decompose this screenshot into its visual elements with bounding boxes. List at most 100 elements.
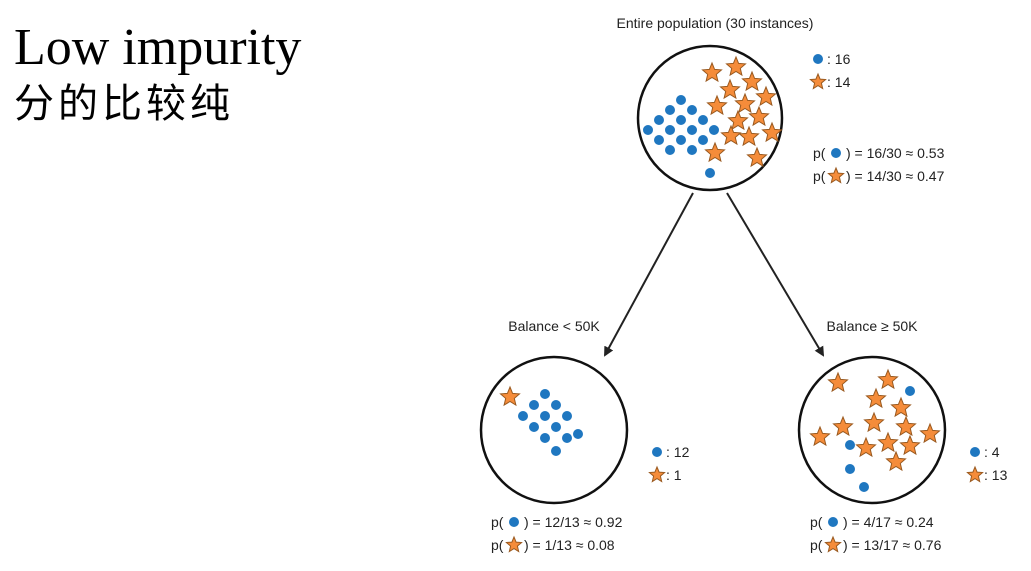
root-instance-star (746, 146, 768, 168)
right-instance-dot (859, 482, 869, 492)
right-count-star: : 13 (984, 467, 1008, 483)
left-p-dot-prefix: p( (491, 514, 504, 530)
left-instance-star (499, 385, 521, 407)
root-instance-dot (676, 115, 686, 125)
right-instance-star (885, 450, 907, 472)
root-instance-dot (665, 145, 675, 155)
right-p-dot: ) = 4/17 ≈ 0.24 (843, 514, 934, 530)
slide-subtitle: 分的比较纯 (14, 81, 234, 127)
root-p-star-prefix: p( (813, 168, 826, 184)
dot-icon (828, 517, 838, 527)
left-instance-dot (551, 400, 561, 410)
root-instance-star (727, 109, 749, 131)
root-instance-star (704, 141, 726, 163)
right-instance-star (919, 422, 941, 444)
star-icon (648, 465, 666, 483)
right-instance-star (855, 436, 877, 458)
right-instance-star (890, 396, 912, 418)
root-instance-dot (705, 168, 715, 178)
left-instance-dot (540, 433, 550, 443)
dot-icon (970, 447, 980, 457)
star-icon (824, 535, 842, 553)
root-instance-star (719, 78, 741, 100)
root-instance-star (706, 94, 728, 116)
root-instance-dot (676, 135, 686, 145)
left-p-star-prefix: p( (491, 537, 504, 553)
root-p-dot: ) = 16/30 ≈ 0.53 (846, 145, 945, 161)
star-shape (505, 535, 523, 553)
left-instance-dot (551, 422, 561, 432)
star-icon (966, 465, 984, 483)
left-instance-dot (540, 411, 550, 421)
root-node-title: Entire population (30 instances) (617, 15, 814, 31)
left-instance-dot (540, 389, 550, 399)
left-count-dot: : 12 (666, 444, 690, 460)
star-icon (809, 72, 827, 90)
dot-icon (652, 447, 662, 457)
root-instance-dot (687, 105, 697, 115)
right-instance-dot (845, 440, 855, 450)
root-instance-dot (654, 115, 664, 125)
root-instance-star (755, 85, 777, 107)
right-p-dot-prefix: p( (810, 514, 823, 530)
edge-right (726, 192, 825, 357)
right-instance-star (832, 415, 854, 437)
root-instance-dot (698, 135, 708, 145)
right-p-star: ) = 13/17 ≈ 0.76 (843, 537, 942, 553)
star-shape (809, 72, 827, 90)
root-instance-dot (709, 125, 719, 135)
root-instance-star (720, 124, 742, 146)
root-instance-dot (698, 115, 708, 125)
star-shape (966, 465, 984, 483)
left-node-title: Balance < 50K (508, 318, 600, 334)
right-instance-star (809, 425, 831, 447)
right-instance-star (865, 387, 887, 409)
right-instance-star (877, 368, 899, 390)
root-instance-dot (676, 95, 686, 105)
left-count-star: : 1 (666, 467, 682, 483)
left-instance-dot (529, 400, 539, 410)
star-shape (827, 166, 845, 184)
root-instance-dot (687, 145, 697, 155)
right-instance-dot (905, 386, 915, 396)
left-instance-dot (562, 411, 572, 421)
right-legend: : 4 : 13 p( ) = 4/17 ≈ 0.24 p( ) = 13/17… (810, 444, 1008, 553)
star-shape (648, 465, 666, 483)
dot-icon (509, 517, 519, 527)
dot-icon (831, 148, 841, 158)
root-instance-star (734, 92, 756, 114)
root-instance-star (738, 125, 760, 147)
right-count-dot: : 4 (984, 444, 1000, 460)
root-p-dot-prefix: p( (813, 145, 826, 161)
slide-heading: Low impurity 分的比较纯 (14, 20, 301, 132)
left-instance-dot (529, 422, 539, 432)
star-shape (824, 535, 842, 553)
left-instance-dot (573, 429, 583, 439)
star-icon (827, 166, 845, 184)
left-p-dot: ) = 12/13 ≈ 0.92 (524, 514, 623, 530)
root-count-star: : 14 (827, 74, 851, 90)
left-instance-dot (551, 446, 561, 456)
right-node-title: Balance ≥ 50K (827, 318, 919, 334)
dot-icon (813, 54, 823, 64)
star-icon (505, 535, 523, 553)
root-instance-dot (665, 125, 675, 135)
edge-left (604, 192, 694, 357)
right-instance-star (863, 411, 885, 433)
root-instance-star (761, 121, 783, 143)
left-instance-dot (562, 433, 572, 443)
root-legend: : 16 : 14 p( ) = 16/30 ≈ 0.53 p( ) = 14/… (809, 51, 945, 184)
right-p-star-prefix: p( (810, 537, 823, 553)
root-instance-dot (643, 125, 653, 135)
left-instance-dot (518, 411, 528, 421)
root-instance-star (701, 61, 723, 83)
root-instance-star (748, 105, 770, 127)
left-p-star: ) = 1/13 ≈ 0.08 (524, 537, 615, 553)
right-instance-star (895, 415, 917, 437)
root-instance-star (725, 55, 747, 77)
right-instance-star (827, 371, 849, 393)
left-legend: : 12 : 1 p( ) = 12/13 ≈ 0.92 p( ) = 1/13… (491, 444, 690, 553)
root-instance-dot (654, 135, 664, 145)
slide-title: Low impurity (14, 19, 302, 76)
right-instance-star (877, 431, 899, 453)
